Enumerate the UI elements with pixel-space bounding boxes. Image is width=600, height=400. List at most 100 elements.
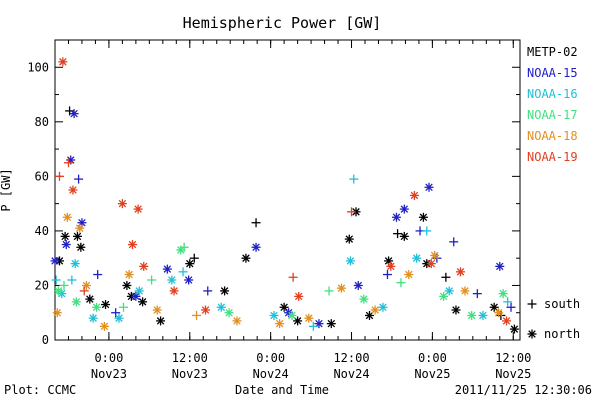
data-point-noaa-16	[134, 286, 144, 296]
data-point-noaa-19	[294, 291, 304, 301]
y-axis-label: P [GW]	[0, 168, 13, 211]
data-point-metp-02	[451, 305, 461, 315]
x-tick-date: Nov23	[91, 367, 127, 381]
data-point-noaa-19	[409, 190, 419, 200]
data-point-metp-02	[122, 280, 132, 290]
x-tick-time: 12:00	[495, 351, 531, 365]
data-point-noaa-16	[345, 256, 355, 266]
plot-area	[54, 39, 521, 341]
data-point-noaa-18	[404, 270, 414, 280]
data-point-noaa-18	[152, 305, 162, 315]
data-point-noaa-19	[133, 204, 143, 214]
marker-legend-south-label: south	[544, 297, 580, 311]
marker-legend: south north	[527, 297, 580, 341]
data-point-noaa-16	[70, 259, 80, 269]
data-point-noaa-17	[359, 294, 369, 304]
data-point-noaa-17	[498, 289, 508, 299]
data-point-metp-02	[364, 310, 374, 320]
data-point-noaa-19	[68, 185, 78, 195]
data-point-noaa-15	[184, 275, 194, 285]
data-point-noaa-16	[178, 267, 188, 277]
data-point-metp-02	[85, 294, 95, 304]
data-point-noaa-19	[502, 316, 512, 326]
x-tick-date: Nov24	[333, 367, 369, 381]
data-point-metp-02	[76, 242, 86, 252]
data-point-noaa-19	[347, 207, 357, 217]
data-point-noaa-17	[467, 310, 477, 320]
data-point-metp-02	[509, 324, 519, 334]
data-point-metp-02	[60, 231, 70, 241]
data-point-noaa-16	[349, 174, 359, 184]
data-point-noaa-19	[58, 57, 68, 67]
x-tick-time: 0:00	[256, 351, 285, 365]
data-point-noaa-15	[506, 302, 516, 312]
data-point-noaa-19	[169, 286, 179, 296]
x-tick-time: 12:00	[333, 351, 369, 365]
data-point-metp-02	[101, 300, 111, 310]
data-point-noaa-17	[59, 280, 69, 290]
data-point-noaa-17	[147, 275, 157, 285]
x-axis-label: Date and Time	[235, 383, 329, 397]
data-point-noaa-18	[81, 280, 91, 290]
data-point-noaa-19	[139, 261, 149, 271]
x-tick-date: Nov25	[495, 367, 531, 381]
x-tick-time: 0:00	[418, 351, 447, 365]
data-point-noaa-15	[69, 109, 79, 119]
x-tick-date: Nov25	[414, 367, 450, 381]
footer-timestamp: 2011/11/25 12:30:06	[455, 383, 592, 397]
data-point-noaa-19	[201, 305, 211, 315]
legend-item-noaa-16: NOAA-16	[527, 87, 578, 101]
data-point-noaa-19	[117, 199, 127, 209]
data-point-noaa-19	[79, 286, 89, 296]
data-point-noaa-18	[275, 319, 285, 329]
data-point-noaa-16	[478, 310, 488, 320]
data-point-noaa-17	[119, 302, 129, 312]
data-point-noaa-16	[308, 321, 318, 331]
data-point-noaa-18	[430, 250, 440, 260]
marker-legend-north-symbol	[527, 329, 537, 339]
data-point-metp-02	[293, 316, 303, 326]
data-point-noaa-16	[114, 313, 124, 323]
data-point-noaa-16	[444, 286, 454, 296]
data-point-noaa-15	[61, 240, 71, 250]
data-point-metp-02	[189, 253, 199, 263]
data-point-noaa-15	[162, 264, 172, 274]
marker-legend-south-symbol	[527, 299, 537, 309]
series-legend: METP-02 NOAA-15 NOAA-16 NOAA-17 NOAA-18 NOAA-…	[527, 45, 578, 164]
data-point-noaa-18	[75, 223, 85, 233]
data-point-noaa-19	[426, 259, 436, 269]
data-point-noaa-15	[251, 242, 261, 252]
data-point-noaa-15	[74, 174, 84, 184]
data-point-noaa-17	[287, 310, 297, 320]
data-point-noaa-18	[304, 313, 314, 323]
y-axis-ticks: 0 20 40 60 80 100	[27, 60, 520, 347]
marker-legend-north-label: north	[544, 327, 580, 341]
data-point-noaa-19	[54, 171, 64, 181]
y-tick-label: 0	[42, 333, 49, 347]
data-point-noaa-16	[67, 275, 77, 285]
footer-plot-source: Plot: CCMC	[4, 383, 76, 397]
data-point-noaa-15	[391, 212, 401, 222]
data-point-noaa-18	[52, 308, 62, 318]
data-point-noaa-17	[396, 278, 406, 288]
y-tick-label: 60	[35, 169, 49, 183]
data-point-metp-02	[399, 231, 409, 241]
data-point-noaa-19	[386, 261, 396, 271]
data-point-metp-02	[441, 272, 451, 282]
data-point-noaa-16	[412, 253, 422, 263]
x-tick-date: Nov23	[172, 367, 208, 381]
data-point-noaa-15	[495, 261, 505, 271]
data-point-noaa-15	[93, 270, 103, 280]
y-tick-label: 40	[35, 224, 49, 238]
legend-item-noaa-19: NOAA-19	[527, 150, 578, 164]
data-point-noaa-19	[128, 240, 137, 250]
y-tick-label: 100	[27, 60, 49, 74]
data-point-noaa-19	[63, 158, 73, 168]
data-point-metp-02	[279, 302, 289, 312]
data-point-noaa-15	[399, 204, 409, 214]
data-point-noaa-18	[124, 270, 134, 280]
plot-border	[54, 39, 521, 341]
data-markers	[50, 57, 519, 334]
data-point-noaa-16	[378, 302, 388, 312]
